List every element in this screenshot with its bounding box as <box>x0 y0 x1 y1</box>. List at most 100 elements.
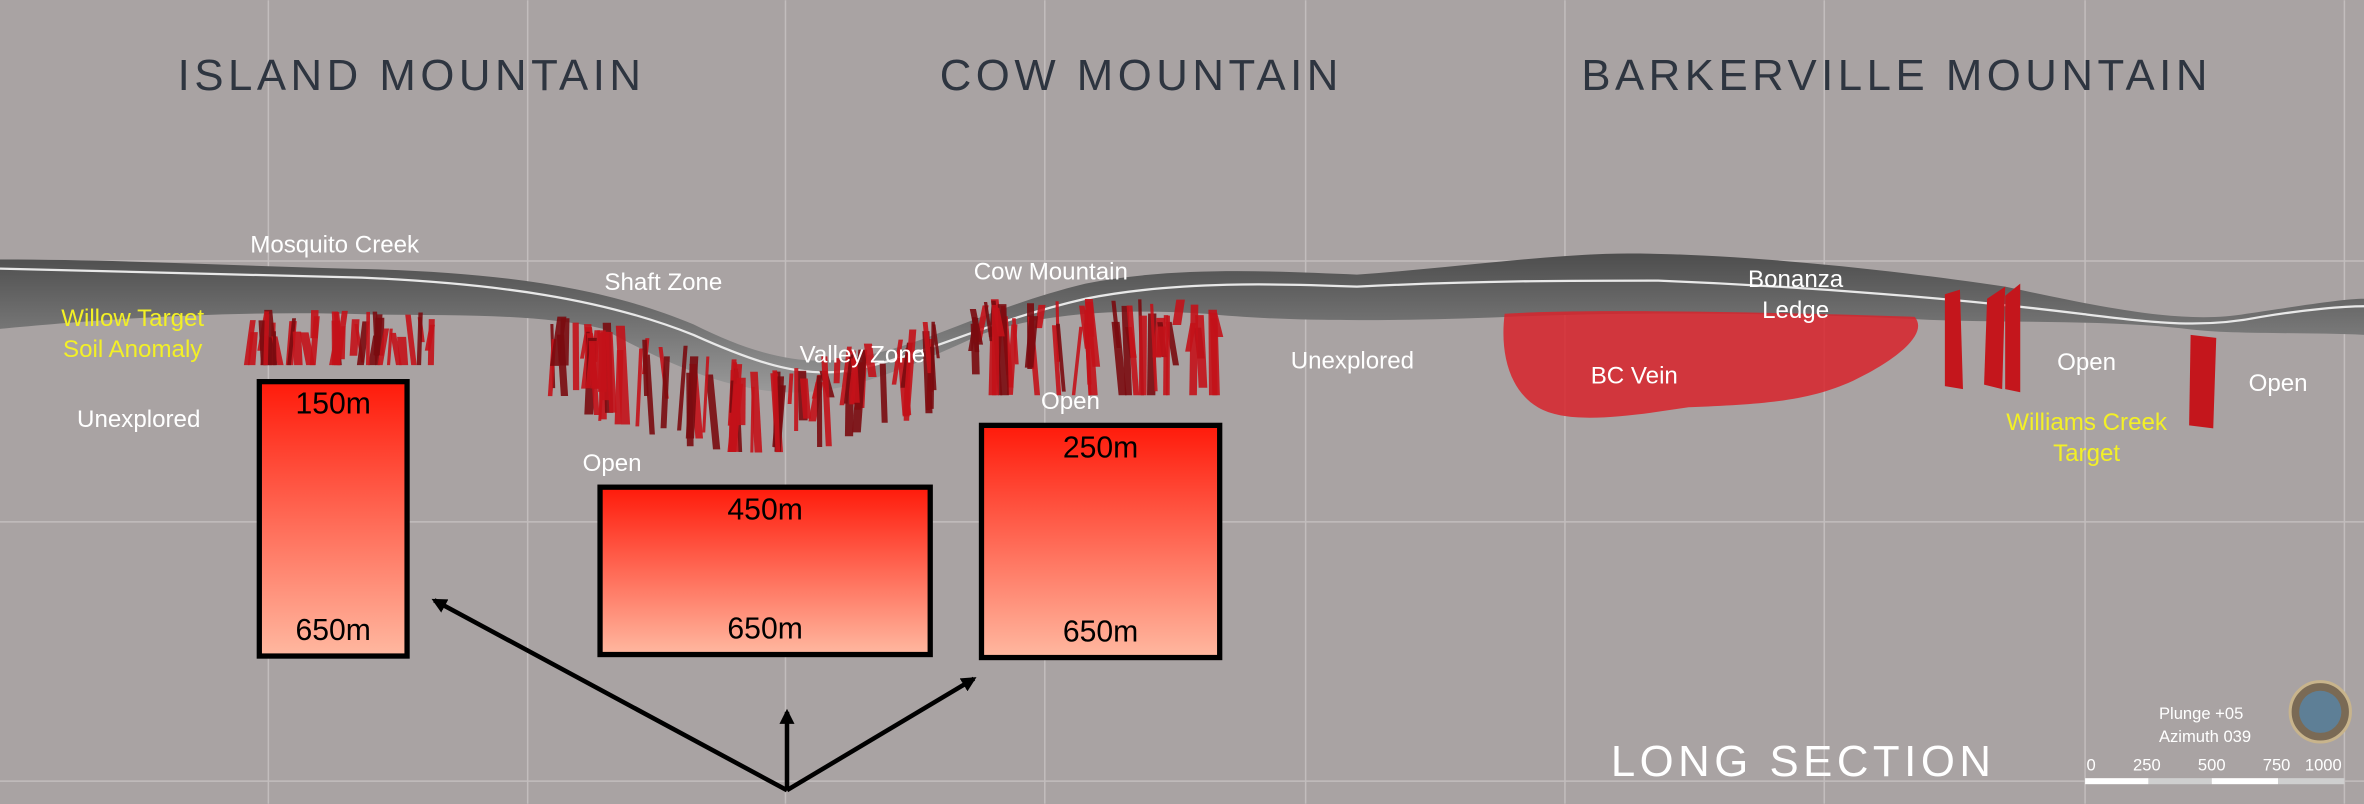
vein <box>772 370 781 453</box>
vein <box>705 374 721 450</box>
area-label: Bonanza <box>1748 266 1844 293</box>
vein <box>879 363 888 423</box>
area-label: Open <box>2249 370 2308 397</box>
area-label: Target <box>2053 440 2120 467</box>
area-label: Mosquito Creek <box>250 231 420 258</box>
terrain-band <box>0 253 2364 393</box>
vein <box>983 302 993 342</box>
vein <box>366 311 371 366</box>
area-label: Cow Mountain <box>974 258 1128 285</box>
depth-box <box>597 484 933 658</box>
mountain-header: ISLAND MOUNTAIN <box>178 51 646 100</box>
vein <box>1084 320 1092 396</box>
compass-icon <box>2288 680 2352 744</box>
vein <box>331 311 341 366</box>
area-label: Williams Creek <box>2006 409 2168 436</box>
vein <box>902 329 917 417</box>
area-label: Valley Zone <box>800 341 926 368</box>
area-label: Shaft Zone <box>604 269 722 296</box>
vein <box>922 322 933 374</box>
depth-boxes: 150m 650m 450m 650m 250m 650m <box>256 379 1223 661</box>
vein <box>642 339 649 396</box>
vein <box>932 324 940 359</box>
vein <box>750 386 755 453</box>
vein <box>635 348 643 427</box>
azimuth: Azimuth 039 <box>2159 727 2251 746</box>
area-label: Willow Target <box>61 305 204 332</box>
vein <box>833 358 841 384</box>
mountain-header: BARKERVILLE MOUNTAIN <box>1581 51 2212 100</box>
vein <box>614 349 624 425</box>
vein <box>605 331 617 413</box>
vein <box>992 307 1005 337</box>
mountain-header: COW MOUNTAIN <box>940 51 1343 100</box>
vein <box>597 330 607 392</box>
vein <box>1126 305 1140 396</box>
vein <box>787 373 794 404</box>
vein <box>1085 301 1101 367</box>
vein <box>377 328 390 366</box>
vein <box>1111 321 1127 396</box>
area-label: BC Vein <box>1591 362 1678 389</box>
vein <box>416 312 423 366</box>
depth-bottom: 650m <box>295 614 370 647</box>
surface-line <box>0 267 2364 374</box>
vein <box>794 368 799 432</box>
vein <box>1035 304 1046 329</box>
vein <box>1155 326 1166 357</box>
ore-veins <box>243 299 1224 453</box>
area-label: Open <box>2057 349 2116 376</box>
depth-top: 450m <box>727 493 802 526</box>
area-label: Soil Anomaly <box>63 336 202 363</box>
vein <box>970 323 980 375</box>
depth-box <box>256 379 410 659</box>
vein <box>309 316 320 366</box>
vein <box>736 377 746 426</box>
vein <box>390 332 402 366</box>
vein <box>850 358 860 403</box>
area-label: Unexplored <box>1291 347 1414 374</box>
depth-box <box>978 422 1223 661</box>
vein <box>677 345 688 431</box>
depth-bottom: 650m <box>1063 615 1138 648</box>
vein <box>247 332 258 366</box>
vein <box>1012 318 1019 365</box>
vein <box>349 319 360 356</box>
vein <box>660 356 670 429</box>
plunge: Plunge +05 <box>2159 704 2243 723</box>
vein <box>1071 326 1083 396</box>
depth-top: 250m <box>1063 431 1138 464</box>
bc-vein-body <box>1503 311 1919 418</box>
vein <box>816 375 823 448</box>
vein <box>863 343 877 378</box>
scale-label: 0 <box>2086 755 2095 774</box>
area-label: Open <box>583 450 642 477</box>
vein <box>1210 318 1220 396</box>
vein <box>559 318 570 366</box>
vein <box>821 356 832 447</box>
vein <box>405 314 417 366</box>
depth-bottom: 650m <box>727 612 802 645</box>
area-label: Open <box>1041 388 1100 415</box>
vein <box>263 314 270 366</box>
vein <box>852 349 867 433</box>
vein <box>843 354 854 404</box>
vein <box>1172 299 1185 326</box>
vein <box>1150 303 1158 392</box>
labels: Mosquito Creek Willow Target Soil Anomaly U… <box>61 231 2307 477</box>
scale-label: 1000 <box>2305 755 2342 774</box>
scale-label: 750 <box>2263 755 2291 774</box>
vein <box>424 324 435 351</box>
vein <box>702 356 710 433</box>
vein <box>930 321 935 409</box>
vein <box>799 378 811 419</box>
vein <box>572 322 580 391</box>
area-label: Unexplored <box>77 406 200 433</box>
williams-creek-veins <box>1944 283 2217 429</box>
vein <box>1056 323 1066 392</box>
scale-label: 250 <box>2133 755 2161 774</box>
vein <box>891 339 903 385</box>
scale-label: 500 <box>2198 755 2226 774</box>
vein <box>1051 325 1062 396</box>
